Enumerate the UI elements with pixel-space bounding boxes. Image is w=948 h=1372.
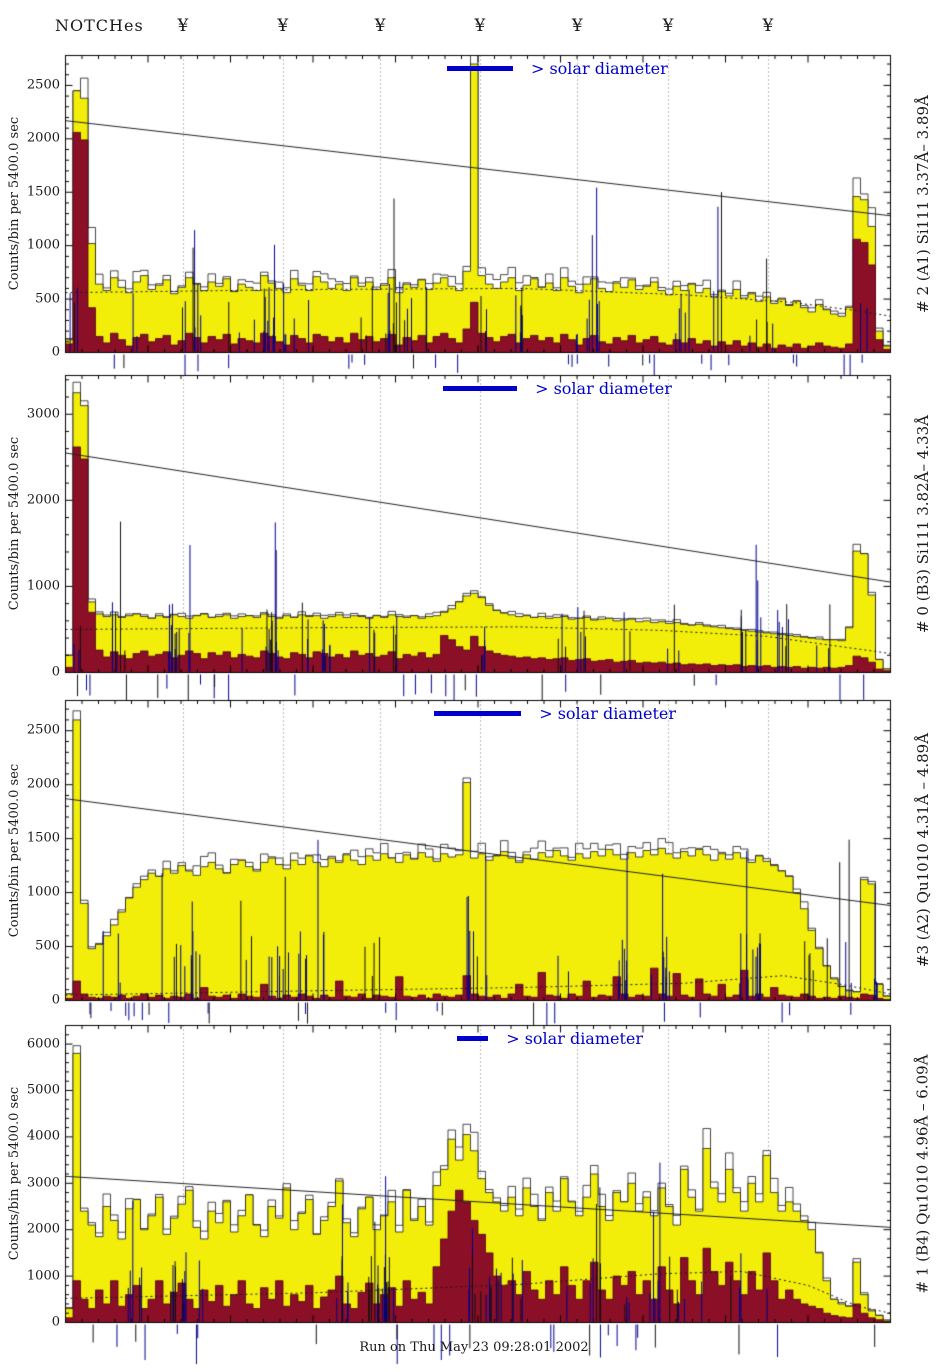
y-tick-label: 0: [51, 344, 60, 360]
y-axis-label: Counts/bin per 5400.0 sec: [0, 700, 30, 1000]
notch-symbol: ¥: [762, 16, 774, 36]
y-tick-label: 500: [35, 291, 60, 307]
panel-label: # 0 (B3) Si111 3.82Å– 4.33Å: [903, 375, 943, 672]
notch-symbol: ¥: [374, 16, 386, 36]
panel-label-text: # 0 (B3) Si111 3.82Å– 4.33Å: [914, 414, 933, 633]
panel-label-text: # 2 (A1) Si111 3.37Å– 3.89Å: [914, 94, 933, 313]
solar-diameter-bar: [442, 386, 518, 391]
solar-diameter-label: > solar diameter: [539, 704, 677, 723]
notch-symbol: ¥: [474, 16, 486, 36]
y-tick-label: 4000: [26, 1128, 60, 1144]
y-tick-label: 1500: [26, 184, 60, 200]
y-axis-label-text: Counts/bin per 5400.0 sec: [7, 116, 23, 291]
y-tick-label: 0: [51, 992, 60, 1008]
y-tick-label: 1500: [26, 830, 60, 846]
y-axis-label: Counts/bin per 5400.0 sec: [0, 1025, 30, 1322]
y-tick-label: 0: [51, 1314, 60, 1330]
y-tick-label: 2500: [26, 77, 60, 93]
notch-symbol: ¥: [177, 16, 189, 36]
panel-label: #3 (A2) Qu1010 4.31Å – 4.89Å: [903, 700, 943, 1000]
panel-label: # 1 (B4) Qu1010 4.96Å – 6.09Å: [903, 1025, 943, 1322]
solar-diameter-label: > solar diameter: [530, 59, 668, 78]
solar-diameter-label: > solar diameter: [535, 379, 672, 398]
y-tick-label: 5000: [26, 1082, 60, 1098]
panel-label: # 2 (A1) Si111 3.37Å– 3.89Å: [903, 55, 943, 352]
solar-diameter-bar: [446, 66, 513, 71]
y-axis-label-text: Counts/bin per 5400.0 sec: [7, 436, 23, 611]
panel-label-text: #3 (A2) Qu1010 4.31Å – 4.89Å: [914, 732, 933, 968]
y-axis-label: Counts/bin per 5400.0 sec: [0, 375, 30, 672]
notch-symbol: ¥: [662, 16, 674, 36]
solar-diameter-bar: [456, 1036, 489, 1041]
y-axis-label-text: Counts/bin per 5400.0 sec: [7, 763, 23, 937]
y-tick-label: 2000: [26, 130, 60, 146]
y-tick-label: 1000: [26, 237, 60, 253]
y-axis-label-text: Counts/bin per 5400.0 sec: [7, 1086, 23, 1261]
y-tick-label: 2000: [26, 1221, 60, 1237]
run-timestamp: Run on Thu May 23 09:28:01 2002: [359, 1340, 589, 1355]
y-tick-label: 2500: [26, 722, 60, 738]
y-tick-label: 3000: [26, 406, 60, 422]
y-tick-label: 1000: [26, 1268, 60, 1284]
y-tick-label: 2000: [26, 776, 60, 792]
y-tick-label: 6000: [26, 1036, 60, 1052]
notch-symbol: ¥: [277, 16, 289, 36]
y-tick-label: 0: [51, 664, 60, 680]
y-tick-label: 1000: [26, 884, 60, 900]
solar-diameter-label: > solar diameter: [506, 1029, 644, 1048]
notches-header-label: NOTCHes: [55, 16, 144, 35]
y-tick-label: 1000: [26, 578, 60, 594]
y-axis-label: Counts/bin per 5400.0 sec: [0, 55, 30, 352]
solar-diameter-bar: [433, 711, 522, 716]
notch-symbol: ¥: [571, 16, 583, 36]
y-tick-label: 2000: [26, 492, 60, 508]
y-tick-label: 3000: [26, 1175, 60, 1191]
panel-label-text: # 1 (B4) Qu1010 4.96Å – 6.09Å: [914, 1053, 932, 1294]
y-tick-label: 500: [35, 938, 60, 954]
